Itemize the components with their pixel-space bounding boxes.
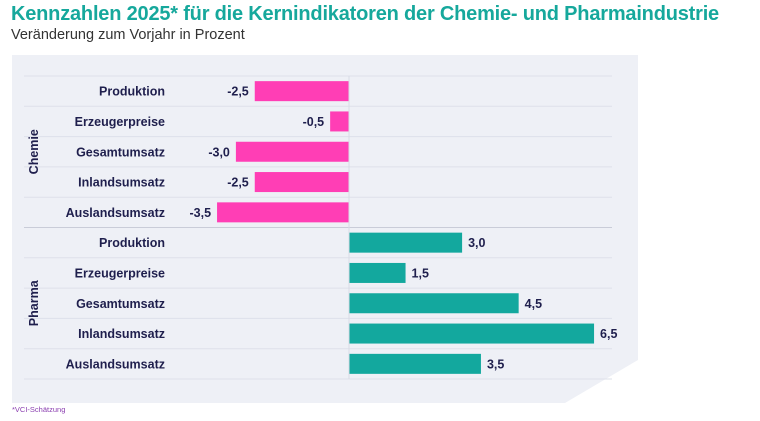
category-label: Auslandsumsatz (66, 206, 165, 220)
chart-panel (12, 55, 638, 403)
category-label: Produktion (99, 85, 165, 99)
data-label: -2,5 (227, 85, 249, 99)
bar-pharma (349, 232, 463, 253)
group-label: Pharma (27, 279, 41, 326)
category-label: Auslandsumsatz (66, 357, 165, 371)
category-label: Gesamtumsatz (76, 145, 165, 159)
bar-chemie (254, 81, 349, 102)
bar-pharma (349, 353, 481, 374)
footnote: *VCI-Schätzung (12, 405, 66, 414)
bar-chemie (330, 111, 349, 132)
category-label: Produktion (99, 236, 165, 250)
data-label: 6,5 (600, 327, 617, 341)
data-label: -0,5 (303, 115, 325, 129)
bar-chemie (235, 141, 349, 162)
chart-subtitle: Veränderung zum Vorjahr in Prozent (11, 27, 245, 43)
data-label: -3,5 (190, 206, 212, 220)
bar-pharma (349, 262, 406, 283)
bar-chemie (254, 172, 349, 193)
bar-pharma (349, 323, 595, 344)
data-label: 4,5 (525, 297, 542, 311)
category-label: Inlandsumsatz (78, 176, 165, 190)
category-label: Erzeugerpreise (75, 266, 165, 280)
category-label: Gesamtumsatz (76, 297, 165, 311)
bar-chemie (217, 202, 349, 223)
chart-title: Kennzahlen 2025* für die Kernindikatoren… (11, 3, 719, 25)
data-label: -3,0 (208, 145, 230, 159)
data-label: 3,0 (468, 236, 485, 250)
bar-pharma (349, 293, 519, 314)
data-label: 1,5 (412, 266, 429, 280)
group-label: Chemie (27, 129, 41, 174)
data-label: 3,5 (487, 357, 504, 371)
category-label: Erzeugerpreise (75, 115, 165, 129)
category-label: Inlandsumsatz (78, 327, 165, 341)
data-label: -2,5 (227, 176, 249, 190)
